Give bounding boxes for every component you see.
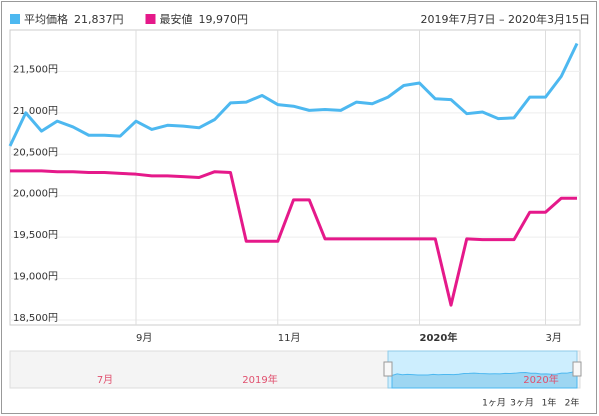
y-tick-label: 19,500円 [13, 230, 58, 241]
x-tick-label: 9月 [136, 332, 152, 344]
legend-label: 平均価格 [24, 12, 68, 26]
x-tick-label: 11月 [278, 332, 301, 344]
y-tick-label: 19,000円 [13, 272, 58, 283]
navigator-handle [383, 361, 393, 377]
legend-value: 21,837円 [74, 13, 124, 26]
series-line [8, 42, 579, 147]
navigator-area [391, 369, 578, 389]
navigator-label: 7月 [97, 374, 113, 386]
range-button[interactable]: 3ヶ月 [510, 398, 534, 409]
chart-subtitle: 2019年7月7日 – 2020年3月15日 [421, 12, 590, 26]
x-tick-label: 3月 [546, 332, 562, 344]
legend-swatch [10, 14, 20, 24]
range-button[interactable]: 1年 [542, 397, 557, 409]
range-button[interactable]: 2年 [565, 397, 580, 409]
range-button[interactable]: 1ヶ月 [482, 398, 506, 409]
y-tick-label: 21,500円 [13, 64, 58, 75]
navigator-label: 2020年 [523, 373, 558, 386]
legend-value: 19,970円 [199, 13, 249, 26]
plot-frame [9, 29, 581, 326]
legend-label: 最安値 [160, 12, 193, 26]
x-tick-label: 2020年 [420, 331, 458, 344]
series-line [10, 169, 577, 307]
y-tick-label: 21,000円 [13, 106, 58, 117]
y-tick-label: 20,500円 [13, 147, 58, 158]
legend-swatch [145, 14, 156, 24]
y-tick-label: 20,000円 [13, 189, 58, 200]
navigator-label: 2019年 [242, 373, 277, 386]
y-tick-label: 18,500円 [13, 313, 58, 324]
navigator-handle [572, 361, 582, 377]
